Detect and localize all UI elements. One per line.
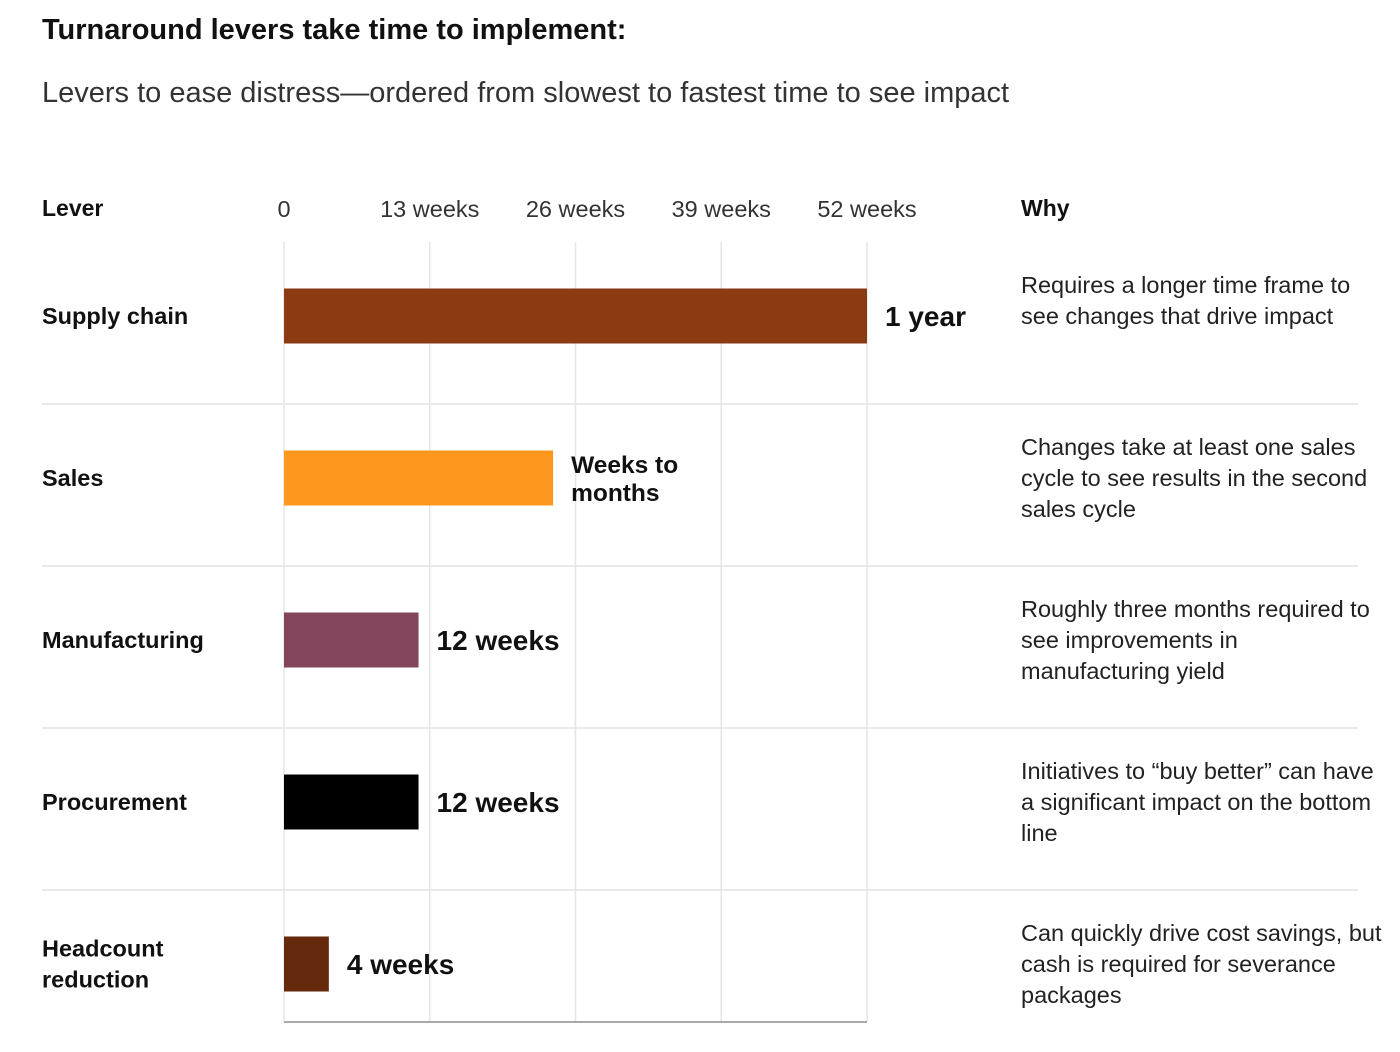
category-label: Procurement [42, 789, 187, 815]
bar-value-label: 4 weeks [347, 949, 454, 980]
bar [284, 774, 419, 830]
chart-title: Turnaround levers take time to implement… [42, 14, 627, 46]
x-tick-label: 39 weeks [672, 196, 771, 222]
category-label: Supply chain [42, 303, 188, 329]
bar-value-label: 12 weeks [437, 787, 560, 818]
why-text: Initiatives to “buy better” can have a s… [1021, 758, 1374, 846]
x-tick-label: 52 weeks [817, 196, 916, 222]
x-tick-label: 26 weeks [526, 196, 625, 222]
bar [284, 288, 867, 344]
bar-value-label: 12 weeks [437, 625, 560, 656]
why-text: Changes take at least one sales cycle to… [1021, 434, 1368, 522]
bar [284, 450, 554, 506]
why-text: Requires a longer time frame to see chan… [1021, 272, 1351, 329]
chart-subtitle: Levers to ease distress—ordered from slo… [42, 77, 1010, 109]
bar [284, 612, 419, 668]
lever-column-header: Lever [42, 195, 104, 221]
why-column-header: Why [1021, 195, 1070, 221]
x-tick-label: 0 [277, 196, 290, 222]
category-label: Headcount reduction [42, 936, 164, 993]
bar-value-label: 1 year [885, 301, 966, 332]
bar-value-label: Weeks to months [571, 452, 678, 507]
category-label: Manufacturing [42, 627, 204, 653]
x-tick-label: 13 weeks [380, 196, 479, 222]
why-text: Roughly three months required to see imp… [1021, 596, 1370, 684]
bar [284, 936, 329, 992]
why-text: Can quickly drive cost savings, but cash… [1021, 920, 1382, 1008]
category-label: Sales [42, 465, 103, 491]
